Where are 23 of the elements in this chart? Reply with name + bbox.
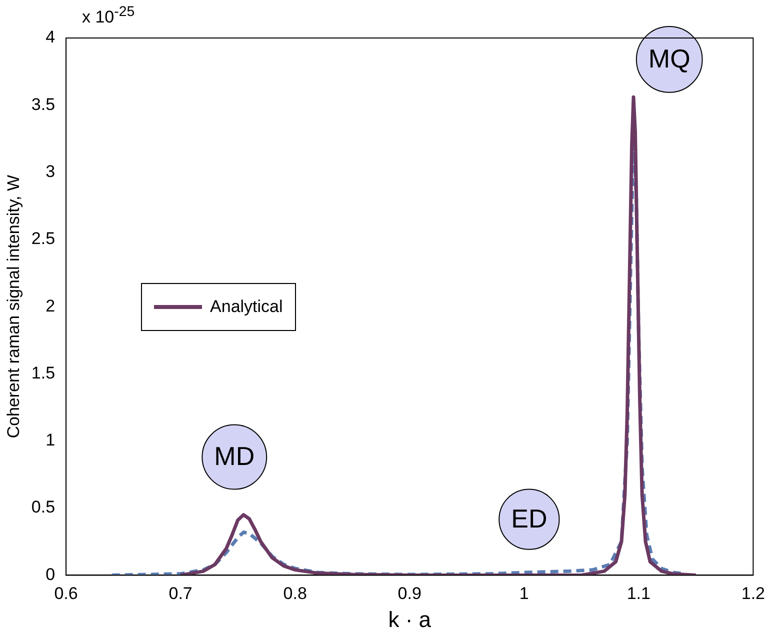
y-axis-title: Coherent raman signal intensity, W [4,174,23,438]
y-tick-label: 2.5 [31,229,56,248]
annotation: ED [511,504,548,534]
x-tick-label: 0.6 [54,584,78,604]
y-tick-label: 0.5 [31,498,56,517]
x-tick-label: 1.1 [626,584,650,604]
y-tick-label: 0 [46,564,56,584]
x-tick-label: 0.7 [168,584,192,604]
y-tick-label: 1.5 [31,363,56,382]
legend-label: Analytical [210,296,283,317]
text: x 10$^{-25}$ [82,4,135,28]
x-tick-label: 1 [519,584,529,604]
y-tick-label: 1 [46,430,56,450]
y-tick-label: 3.5 [31,94,56,114]
x-tick-label: 0.9 [398,584,422,604]
annotation: MD [214,441,255,472]
y-tick-label: 3 [46,162,56,181]
x-tick-label: 0.8 [283,584,307,604]
x-tick-label: 1.2 [741,584,766,604]
annotation: MQ [648,44,690,74]
y-tick-label: 4 [46,28,56,47]
y-tick-label: 2 [46,296,56,316]
x-axis-title: k · a [388,606,432,632]
